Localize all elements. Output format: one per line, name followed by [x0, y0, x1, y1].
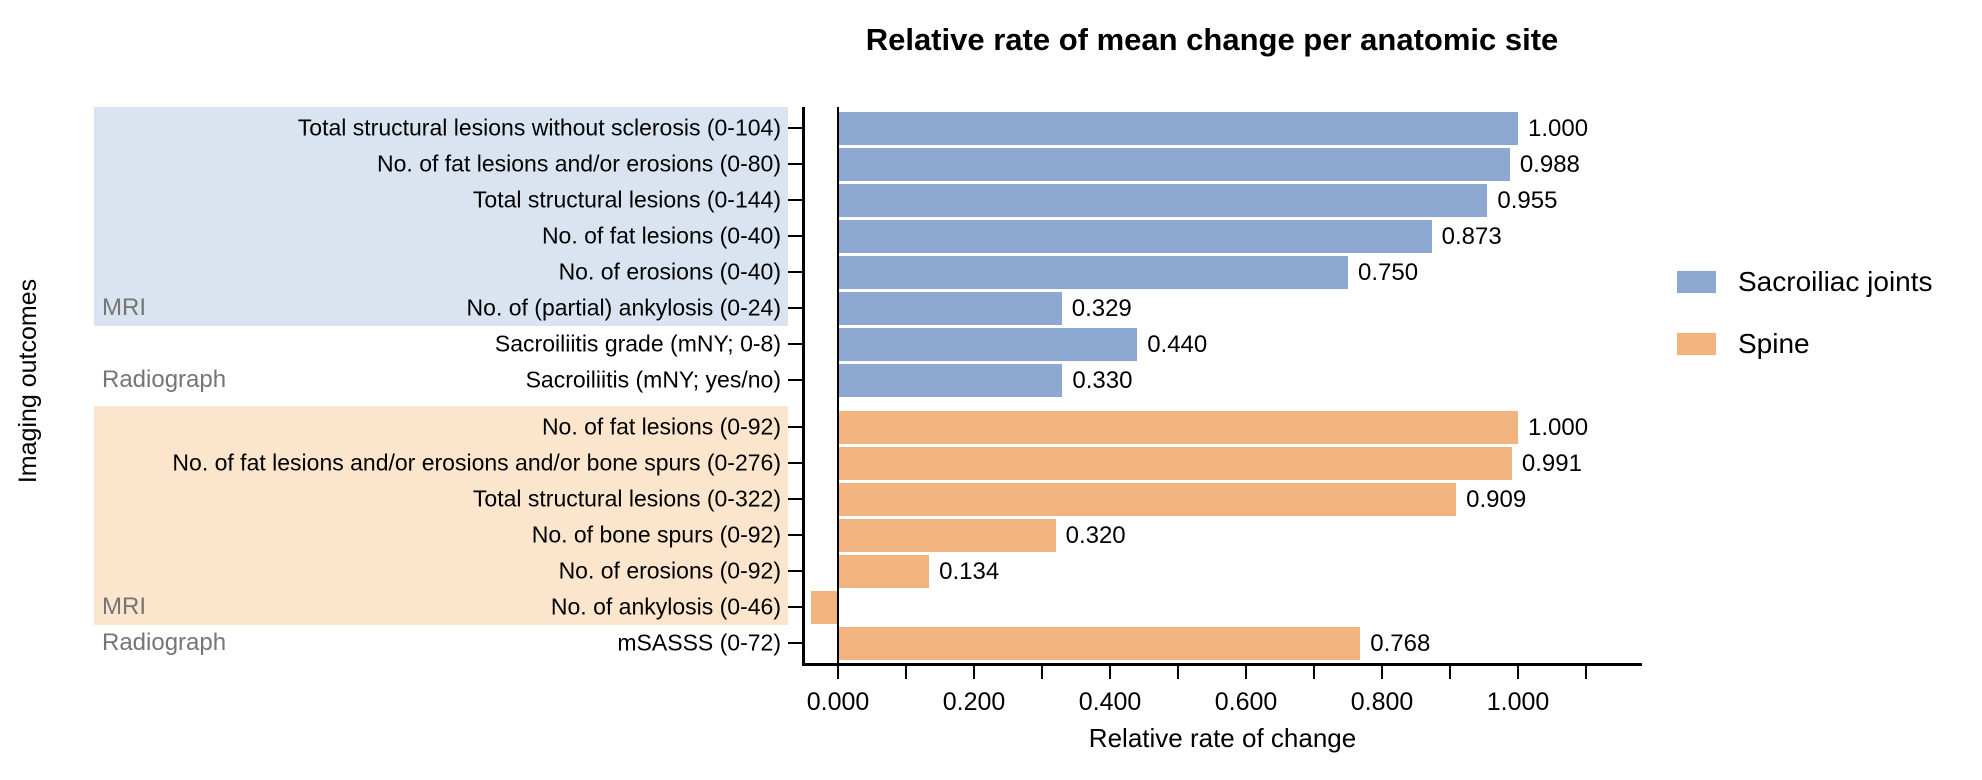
- bar-value-label: 0.330: [1072, 367, 1133, 394]
- category-band-spine-mri: [94, 406, 788, 625]
- x-tick-label: 0.200: [942, 688, 1006, 716]
- bar-value-label: 0.909: [1466, 486, 1527, 513]
- y-tick: [788, 534, 803, 536]
- row-label: Total structural lesions (0-322): [472, 485, 781, 512]
- bar-no-of-fat-lesions-0-92: [838, 410, 1518, 444]
- bar-value-label: 0.329: [1071, 295, 1132, 322]
- row-label: Sacroiliitis grade (mNY; 0-8): [494, 330, 781, 357]
- x-tick-label: 0.400: [1078, 688, 1142, 716]
- y-tick: [788, 642, 803, 644]
- row-label: Total structural lesions (0-144): [472, 186, 781, 213]
- legend: Sacroiliac joints Spine: [1677, 266, 1933, 390]
- row-label: Sacroiliitis (mNY; yes/no): [525, 366, 781, 393]
- x-tick: [1177, 666, 1179, 679]
- x-tick-label: 0.800: [1350, 688, 1414, 716]
- x-tick: [837, 666, 839, 679]
- bar-no-of-fat-lesions-0-40: [838, 219, 1432, 253]
- y-tick: [788, 570, 803, 572]
- modality-label: Radiograph: [102, 366, 227, 393]
- y-tick: [788, 235, 803, 237]
- bar-sacroiliitis-mny-yes-no: [838, 363, 1063, 397]
- x-tick: [973, 666, 975, 679]
- y-tick: [788, 606, 803, 608]
- y-tick: [788, 426, 803, 428]
- bar-value-label: 0.873: [1441, 223, 1502, 250]
- bar-no-of-erosions-0-40: [838, 255, 1348, 289]
- bar-value-label: 0.768: [1370, 630, 1431, 657]
- modality-label: MRI: [102, 294, 146, 321]
- bar-total-structural-lesions-0-322: [838, 482, 1457, 516]
- x-tick-label: 0.000: [806, 688, 870, 716]
- legend-label: Sacroiliac joints: [1738, 266, 1933, 297]
- y-tick: [788, 199, 803, 201]
- row-label: mSASSS (0-72): [617, 629, 781, 656]
- x-axis-line: [801, 663, 1642, 666]
- legend-label: Spine: [1738, 328, 1810, 359]
- bar-value-label: 1.000: [1528, 115, 1589, 142]
- sacroiliac-swatch-icon: [1677, 271, 1716, 293]
- bar-no-of-partial-ankylosis-0-24: [838, 291, 1062, 325]
- x-tick-label: 1.000: [1486, 688, 1550, 716]
- bar-msasss-0-72: [838, 626, 1361, 660]
- spine-swatch-icon: [1677, 333, 1716, 355]
- chart-title: Relative rate of mean change per anatomi…: [865, 22, 1559, 57]
- row-label: Total structural lesions without scleros…: [297, 114, 781, 141]
- row-label: No. of fat lesions (0-92): [541, 413, 781, 440]
- bar-no-of-fat-lesions-and-or-erosions-and-or-bone-spurs-0-276: [838, 446, 1512, 480]
- x-tick: [1381, 666, 1383, 679]
- bar-no-of-ankylosis-0-46: [810, 590, 838, 624]
- y-tick: [788, 343, 803, 345]
- bar-value-label: 0.134: [939, 558, 1000, 585]
- bar-sacroiliitis-grade-mny-0-8: [838, 327, 1138, 361]
- x-tick: [1585, 666, 1587, 679]
- bar-no-of-erosions-0-92: [838, 554, 930, 588]
- bar-value-label: 0.991: [1521, 450, 1582, 477]
- y-tick: [788, 163, 803, 165]
- category-band-sacroiliac-joints-mri: [94, 107, 788, 326]
- bar-value-label: 0.320: [1065, 522, 1126, 549]
- bar-total-structural-lesions-0-144: [838, 183, 1488, 217]
- bar-value-label: 0.750: [1358, 259, 1419, 286]
- row-label: No. of erosions (0-92): [558, 557, 781, 584]
- bar-total-structural-lesions-without-sclerosis-0-104: [838, 111, 1518, 145]
- bar-no-of-fat-lesions-and-or-erosions-0-80: [838, 147, 1510, 181]
- row-label: No. of fat lesions and/or erosions and/o…: [172, 449, 781, 476]
- zero-line: [837, 107, 839, 663]
- x-tick: [1245, 666, 1247, 679]
- x-tick: [1109, 666, 1111, 679]
- row-label: No. of erosions (0-40): [558, 258, 781, 285]
- y-tick: [788, 307, 803, 309]
- y-tick: [788, 127, 803, 129]
- row-label: No. of fat lesions and/or erosions (0-80…: [377, 150, 781, 177]
- y-tick: [788, 462, 803, 464]
- legend-item-sacroiliac: Sacroiliac joints: [1677, 266, 1933, 298]
- y-tick: [788, 498, 803, 500]
- bar-value-label: 0.955: [1497, 187, 1558, 214]
- legend-item-spine: Spine: [1677, 328, 1933, 360]
- x-tick: [1517, 666, 1519, 679]
- x-tick: [1313, 666, 1315, 679]
- bar-value-label: 1.000: [1528, 414, 1589, 441]
- row-label: No. of ankylosis (0-46): [550, 593, 781, 620]
- x-tick: [905, 666, 907, 679]
- y-tick: [788, 271, 803, 273]
- x-tick: [1449, 666, 1451, 679]
- y-axis-spine: [801, 107, 805, 666]
- x-axis-title: Relative rate of change: [1088, 723, 1357, 753]
- y-axis-title: Imaging outcomes: [14, 278, 42, 484]
- modality-label: Radiograph: [102, 629, 227, 656]
- bar-value-label: 0.988: [1519, 151, 1580, 178]
- modality-label: MRI: [102, 593, 146, 620]
- row-label: No. of (partial) ankylosis (0-24): [466, 294, 781, 321]
- x-tick: [1041, 666, 1043, 679]
- x-tick-label: 0.600: [1214, 688, 1278, 716]
- row-label: No. of fat lesions (0-40): [541, 222, 781, 249]
- bar-value-label: 0.440: [1147, 331, 1208, 358]
- bar-no-of-bone-spurs-0-92: [838, 518, 1056, 552]
- row-label: No. of bone spurs (0-92): [531, 521, 781, 548]
- y-tick: [788, 379, 803, 381]
